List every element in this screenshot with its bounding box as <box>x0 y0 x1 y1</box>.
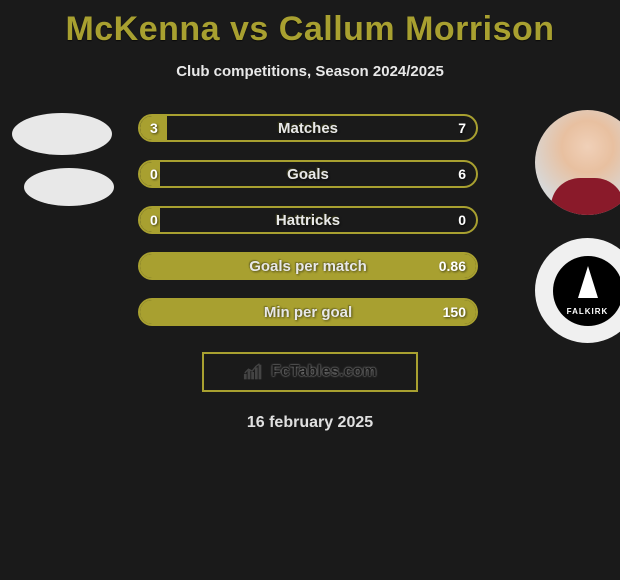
stat-row: 0Hattricks0 <box>138 206 478 234</box>
stat-right-value: 150 <box>443 300 466 324</box>
player1-club-placeholder <box>24 168 114 206</box>
stat-right-value: 6 <box>458 162 466 186</box>
stat-row: 0Goals6 <box>138 160 478 188</box>
bar-chart-icon <box>243 362 265 382</box>
brand-text: FcTables.com <box>271 363 377 381</box>
stat-label: Min per goal <box>140 300 476 324</box>
date-label: 16 february 2025 <box>0 414 620 432</box>
stats-area: FALKIRK 3Matches70Goals60Hattricks0Goals… <box>0 108 620 348</box>
stat-right-value: 7 <box>458 116 466 140</box>
stat-right-value: 0 <box>458 208 466 232</box>
brand-watermark[interactable]: FcTables.com <box>202 352 418 392</box>
stat-label: Matches <box>140 116 476 140</box>
stat-row: 3Matches7 <box>138 114 478 142</box>
stat-bars: 3Matches70Goals60Hattricks0Goals per mat… <box>138 114 478 344</box>
comparison-card: McKenna vs Callum Morrison Club competit… <box>0 0 620 432</box>
player1-avatar-placeholder <box>12 113 112 155</box>
player2-avatar <box>535 110 620 215</box>
stat-label: Hattricks <box>140 208 476 232</box>
stat-right-value: 0.86 <box>439 254 466 278</box>
subtitle: Club competitions, Season 2024/2025 <box>0 63 620 80</box>
stat-row: Goals per match0.86 <box>138 252 478 280</box>
stat-label: Goals per match <box>140 254 476 278</box>
club-crest-icon: FALKIRK <box>553 256 620 326</box>
page-title: McKenna vs Callum Morrison <box>0 10 620 49</box>
player2-club-badge: FALKIRK <box>535 238 620 343</box>
stat-label: Goals <box>140 162 476 186</box>
club-crest-text: FALKIRK <box>567 307 609 316</box>
stat-row: Min per goal150 <box>138 298 478 326</box>
